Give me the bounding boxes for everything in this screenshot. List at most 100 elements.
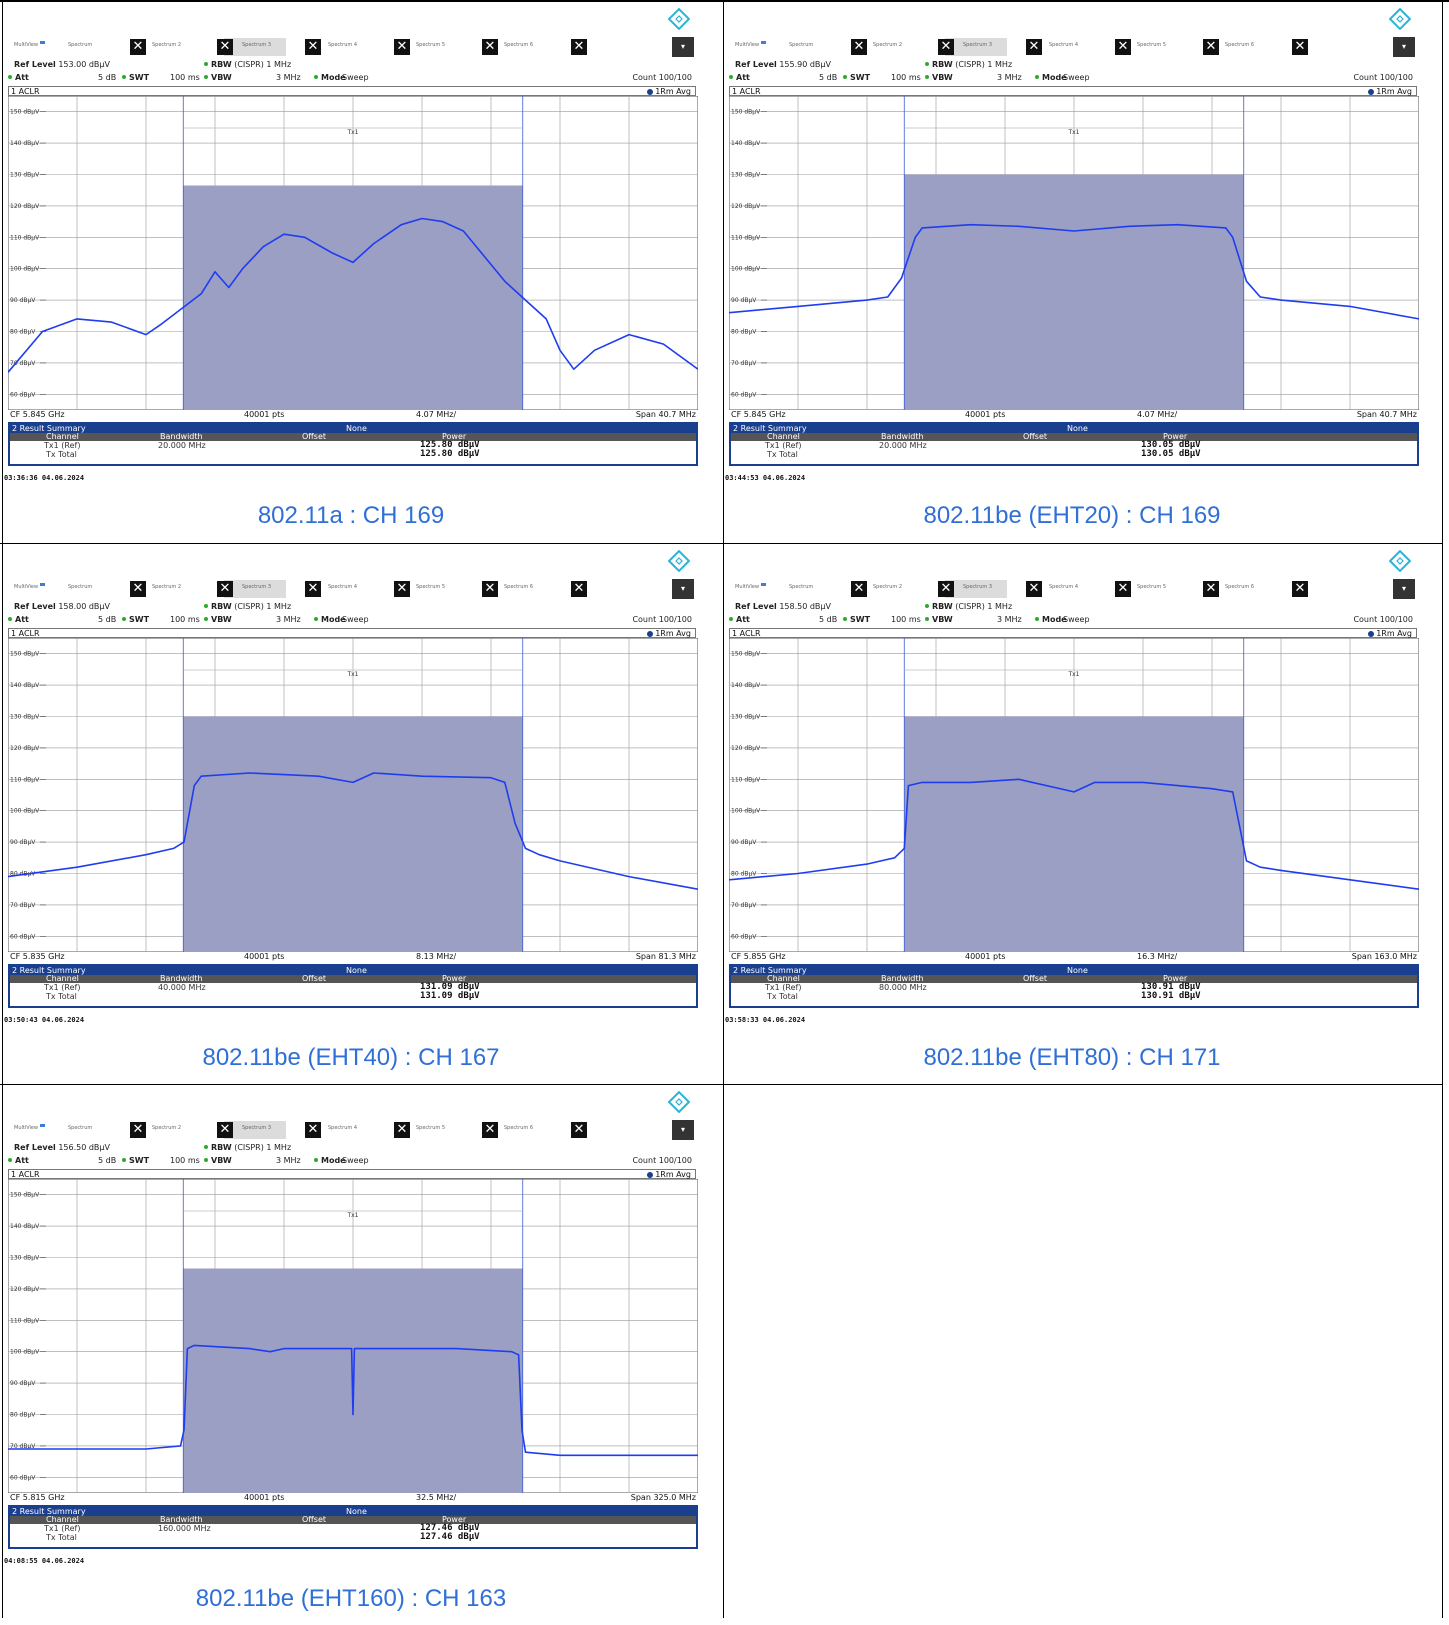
- dropdown-button[interactable]: ▾: [672, 1120, 694, 1140]
- tab-5[interactable]: Spectrum 5: [416, 584, 445, 590]
- dropdown-button[interactable]: ▾: [1393, 37, 1415, 57]
- close-tab-icon[interactable]: ✕: [1115, 39, 1131, 55]
- tab-2[interactable]: Spectrum 2: [152, 42, 181, 48]
- close-tab-icon[interactable]: ✕: [571, 581, 587, 597]
- tab-1[interactable]: Spectrum: [68, 584, 93, 590]
- tab-2[interactable]: Spectrum 2: [152, 1125, 181, 1131]
- result-row-tx1: Tx1 (Ref) 40.000 MHz 131.09 dBµV: [10, 983, 696, 993]
- trace-point: [504, 781, 506, 784]
- tab-5[interactable]: Spectrum 5: [416, 1125, 445, 1131]
- close-tab-icon[interactable]: ✕: [851, 39, 867, 55]
- trace-point: [173, 847, 175, 849]
- close-tab-icon[interactable]: ✕: [1203, 581, 1219, 597]
- rbw-label: RBW: [932, 60, 953, 69]
- tab-6[interactable]: Spectrum 6: [504, 1125, 533, 1131]
- trace-point: [573, 368, 575, 370]
- close-tab-icon[interactable]: ✕: [1115, 581, 1131, 597]
- close-tab-icon[interactable]: ✕: [482, 39, 498, 55]
- trace-line: [728, 778, 1420, 890]
- rbw-label: RBW: [211, 602, 232, 611]
- close-tab-icon[interactable]: ✕: [1026, 39, 1042, 55]
- timestamp: 03:50:43 04.06.2024: [4, 1016, 85, 1024]
- trace-point: [76, 318, 78, 320]
- dropdown-button[interactable]: ▾: [1393, 579, 1415, 599]
- frequency-span: Span 40.7 MHz: [635, 410, 696, 419]
- y-tick-label: 110 dBµV: [10, 776, 40, 783]
- trace-point: [373, 242, 375, 245]
- tab-2[interactable]: Spectrum 2: [152, 584, 181, 590]
- close-tab-icon[interactable]: ✕: [851, 581, 867, 597]
- att-value-text: 5 dB: [98, 73, 117, 82]
- close-tab-icon[interactable]: ✕: [394, 39, 410, 55]
- tab-1[interactable]: Spectrum: [789, 584, 814, 590]
- tab-6[interactable]: Spectrum 6: [1225, 584, 1254, 590]
- tab-3[interactable]: Spectrum 3: [242, 584, 271, 590]
- col-power: Power: [1163, 974, 1188, 983]
- analyzer-screen: MultiView Spectrum Spectrum 2 Spectrum 3 Spe…: [725, 2, 1420, 502]
- tab-4[interactable]: Spectrum 4: [328, 584, 357, 590]
- tab-3[interactable]: Spectrum 3: [242, 1125, 271, 1131]
- info-row-2: Att: [8, 1156, 29, 1165]
- rbw-value: (CISPR) 1 MHz: [955, 60, 1013, 69]
- tab-0[interactable]: MultiView: [14, 1125, 39, 1131]
- trace-point: [797, 305, 799, 307]
- tab-2[interactable]: Spectrum 2: [873, 42, 902, 48]
- close-tab-icon[interactable]: ✕: [217, 1122, 233, 1138]
- trace-point: [545, 318, 547, 320]
- close-tab-icon[interactable]: ✕: [305, 581, 321, 597]
- y-tick-label: 100 dBµV: [10, 1349, 40, 1356]
- tab-1[interactable]: Spectrum: [68, 1125, 93, 1131]
- close-tab-icon[interactable]: ✕: [571, 1122, 587, 1138]
- close-tab-icon[interactable]: ✕: [1292, 581, 1308, 597]
- close-tab-icon[interactable]: ✕: [938, 581, 954, 597]
- tab-5[interactable]: Spectrum 5: [1137, 584, 1166, 590]
- close-tab-icon[interactable]: ✕: [1026, 581, 1042, 597]
- close-tab-icon[interactable]: ✕: [130, 581, 146, 597]
- close-tab-icon[interactable]: ✕: [130, 39, 146, 55]
- tab-3[interactable]: Spectrum 3: [963, 584, 992, 590]
- col-offset: Offset: [302, 1515, 327, 1524]
- close-tab-icon[interactable]: ✕: [217, 39, 233, 55]
- tab-5[interactable]: Spectrum 5: [1137, 42, 1166, 48]
- trace-point: [518, 1354, 520, 1356]
- tab-3[interactable]: Spectrum 3: [963, 42, 992, 48]
- close-tab-icon[interactable]: ✕: [482, 1122, 498, 1138]
- trace-point: [1225, 227, 1227, 229]
- tab-6[interactable]: Spectrum 6: [504, 584, 533, 590]
- close-tab-icon[interactable]: ✕: [938, 39, 954, 55]
- tab-0[interactable]: MultiView: [735, 584, 760, 590]
- close-tab-icon[interactable]: ✕: [130, 1122, 146, 1138]
- swt-value-text: 100 ms: [170, 615, 200, 624]
- ref-level-label: Ref Level: [735, 602, 777, 611]
- tab-3[interactable]: Spectrum 3: [242, 42, 271, 48]
- close-tab-icon[interactable]: ✕: [217, 581, 233, 597]
- trace-point: [352, 261, 354, 264]
- close-tab-icon[interactable]: ✕: [394, 581, 410, 597]
- tab-5[interactable]: Spectrum 5: [416, 42, 445, 48]
- tab-4[interactable]: Spectrum 4: [1049, 42, 1078, 48]
- tab-1[interactable]: Spectrum: [789, 42, 814, 48]
- tab-0[interactable]: MultiView: [14, 42, 39, 48]
- tab-1[interactable]: Spectrum: [68, 42, 93, 48]
- y-tick-label: 60 dBµV: [10, 1474, 36, 1481]
- tab-6[interactable]: Spectrum 6: [504, 42, 533, 48]
- tab-6[interactable]: Spectrum 6: [1225, 42, 1254, 48]
- close-tab-icon[interactable]: ✕: [305, 1122, 321, 1138]
- ref-level-label: Ref Level: [14, 1143, 56, 1152]
- tab-4[interactable]: Spectrum 4: [328, 42, 357, 48]
- close-tab-icon[interactable]: ✕: [1292, 39, 1308, 55]
- close-tab-icon[interactable]: ✕: [571, 39, 587, 55]
- tab-4[interactable]: Spectrum 4: [328, 1125, 357, 1131]
- close-tab-icon[interactable]: ✕: [1203, 39, 1219, 55]
- close-tab-icon[interactable]: ✕: [482, 581, 498, 597]
- tab-0[interactable]: MultiView: [735, 42, 760, 48]
- close-tab-icon[interactable]: ✕: [305, 39, 321, 55]
- aclr-plot: 150 dBµV 140 dBµV 130 dBµV 120 dBµV 110 dBµV…: [728, 637, 1420, 953]
- dropdown-button[interactable]: ▾: [672, 37, 694, 57]
- tab-4[interactable]: Spectrum 4: [1049, 584, 1078, 590]
- tab-2[interactable]: Spectrum 2: [873, 584, 902, 590]
- tab-0[interactable]: MultiView: [14, 584, 39, 590]
- dropdown-button[interactable]: ▾: [672, 579, 694, 599]
- close-tab-icon[interactable]: ✕: [394, 1122, 410, 1138]
- coupled-dot-icon: [1035, 617, 1039, 621]
